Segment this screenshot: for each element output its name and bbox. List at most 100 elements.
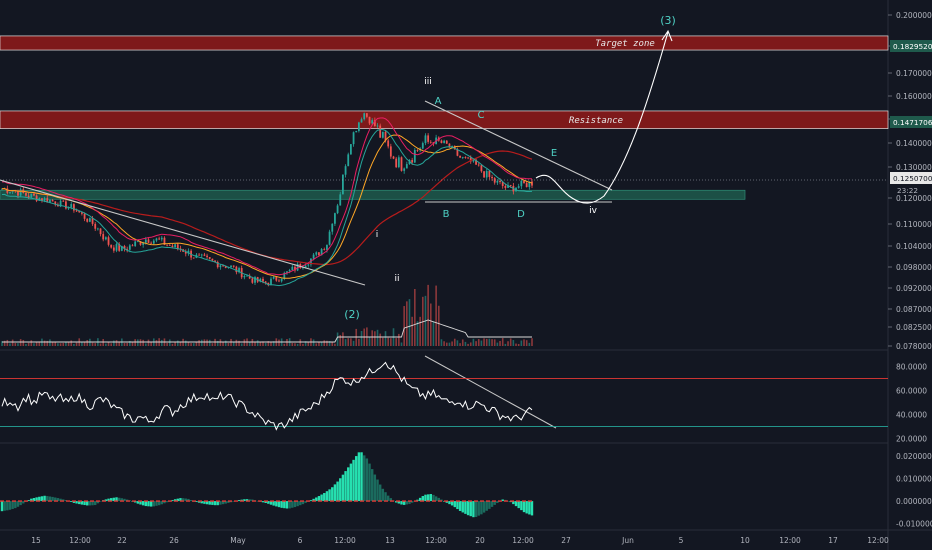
candle-body [328, 231, 331, 245]
macd-bar [64, 500, 68, 502]
volume-bar [176, 340, 179, 346]
volume-bar [216, 340, 219, 346]
candle-body [80, 212, 83, 214]
volume-bar [200, 339, 203, 346]
volume-bar [73, 343, 75, 346]
macd-bar [277, 501, 281, 508]
macd-bar [267, 501, 270, 504]
price-tick-label: 0.17000000 [896, 69, 932, 78]
candle-body [110, 244, 113, 248]
countdown-tag: 23:22 [897, 186, 918, 195]
macd-bar [3, 501, 6, 511]
volume-bar [459, 343, 461, 346]
candle-body [427, 135, 430, 142]
macd-bar [141, 501, 145, 506]
candle-body [118, 243, 121, 251]
macd-bar [490, 501, 494, 507]
volume-bar [192, 343, 195, 346]
volume-bar [259, 342, 262, 346]
candle-body [371, 120, 374, 124]
candle-body [349, 144, 352, 155]
macd-bar [400, 501, 403, 505]
candle-body [355, 130, 358, 133]
volume-bar [30, 340, 33, 346]
price-tick-label: 0.09800000 [896, 263, 932, 272]
volume-bar [99, 343, 102, 346]
macd-bar [51, 496, 54, 502]
volume-bar [227, 342, 230, 346]
candle-body [200, 254, 203, 256]
time-tick-label: 6 [298, 536, 303, 545]
time-tick-label: 12:00 [425, 536, 447, 545]
volume-bar [248, 341, 251, 346]
macd-bar [280, 501, 283, 508]
time-tick-label: 22 [117, 536, 127, 545]
volume-bar [283, 343, 286, 346]
macd-bar [91, 501, 94, 506]
macd-bar [227, 501, 230, 503]
macd-bar [35, 497, 38, 502]
price-pane[interactable] [1, 112, 533, 346]
macd-bar [496, 501, 499, 503]
time-axis[interactable]: 15 12:00 22 26 May 6 12:00 13 12:00 20 12:00 27 Jun 5… [31, 536, 889, 545]
candle-body [107, 237, 110, 245]
macd-bar [176, 498, 179, 502]
volume-bar [445, 342, 448, 346]
rsi-pane[interactable]: 80.0000 60.0000 40.0000 20.0000 [0, 361, 927, 444]
volume-bar [398, 333, 400, 346]
candle-body [102, 234, 105, 240]
macd-pane[interactable]: 0.02000000 0.01000000 0.00000000 -0.0100000… [0, 452, 932, 529]
candle-body [443, 140, 446, 143]
macd-bar [8, 501, 12, 510]
macd-bar [514, 501, 518, 507]
macd-bar [405, 501, 409, 505]
volume-bar [187, 342, 190, 346]
volume-bar [414, 288, 416, 346]
macd-bar [22, 501, 25, 504]
candle-body [51, 200, 54, 202]
volume-bar [531, 338, 533, 346]
macd-bar [40, 496, 44, 502]
volume-bar [107, 341, 110, 346]
macd-bar [181, 498, 185, 502]
macd-bar [469, 501, 472, 517]
volume-bar [1, 341, 3, 346]
macd-bar [43, 495, 46, 502]
macd-bar [530, 501, 534, 516]
candle-body [453, 146, 456, 150]
volume-bar [65, 341, 67, 346]
volume-bar [318, 342, 320, 346]
macd-bar [136, 501, 140, 504]
candle-body [27, 195, 30, 198]
volume-bar [75, 342, 78, 346]
volume-bar [115, 340, 118, 346]
volume-bar [485, 338, 488, 346]
volume-bar [334, 343, 336, 346]
volume-bar [371, 330, 374, 346]
price-axis[interactable]: 0.200000000.180000000.170000000.16000000… [888, 11, 932, 351]
volume-bar [254, 341, 256, 346]
volume-bar [451, 341, 453, 346]
candle-body [49, 200, 51, 203]
time-tick-label: May [230, 536, 246, 545]
volume-bar [211, 343, 214, 346]
candle-body [379, 125, 382, 138]
candle-body [312, 254, 315, 259]
candle-body [318, 252, 320, 256]
volume-bar [384, 331, 387, 346]
candle-body [363, 113, 366, 120]
macd-bar [448, 501, 451, 505]
macd-bar [378, 484, 382, 502]
volume-bar [512, 340, 515, 346]
band-lower-line [1, 129, 533, 287]
volume-bar [358, 338, 360, 346]
volume-bar [256, 340, 259, 346]
macd-bar [480, 501, 483, 515]
zone-label: Resistance [569, 116, 623, 126]
volume-bar [123, 342, 126, 346]
candle-body [360, 119, 363, 123]
macd-bar [165, 501, 169, 503]
